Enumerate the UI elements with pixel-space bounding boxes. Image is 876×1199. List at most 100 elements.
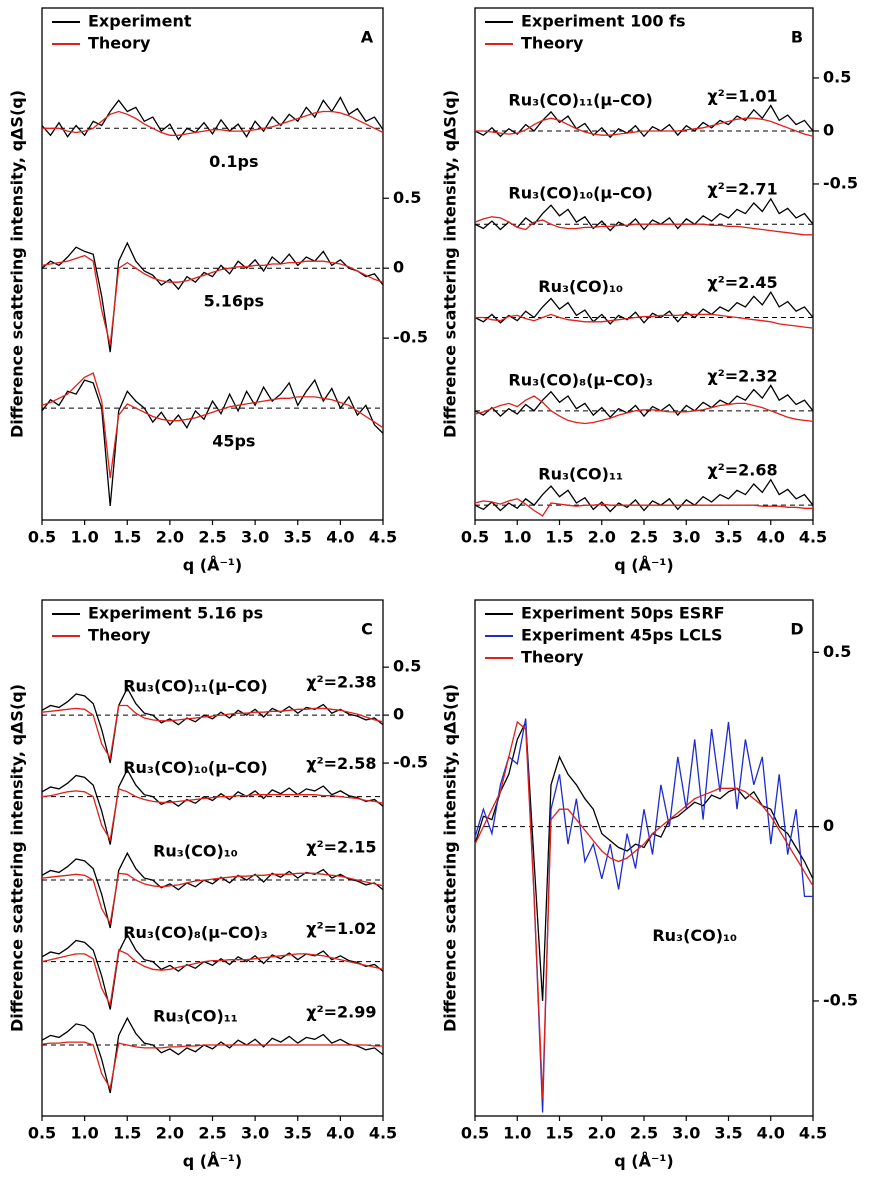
legend-label: Theory <box>88 34 151 53</box>
curve <box>474 197 814 232</box>
legend-label: Experiment 45ps LCLS <box>521 626 723 645</box>
trace-label: Ru₃(CO)₁₁ <box>153 1007 238 1026</box>
curve <box>41 768 384 845</box>
x-axis-title: q (Å⁻¹) <box>183 1152 242 1171</box>
x-tick-label: 3.5 <box>714 1124 742 1143</box>
curve <box>41 378 384 507</box>
curve <box>475 313 814 329</box>
y-axis-title: Difference scattering intensity, qΔS(q) <box>8 90 27 438</box>
x-tick-label: 3.0 <box>672 1124 700 1143</box>
y-tick-label: 0.5 <box>823 642 851 661</box>
panel-letter: A <box>361 28 374 47</box>
legend-label: Experiment <box>88 12 192 31</box>
trace-label: Ru₃(CO)₁₁(μ–CO) <box>123 677 267 696</box>
panel-letter: B <box>791 28 803 47</box>
curve <box>41 1016 384 1094</box>
curve <box>41 933 384 1010</box>
curve <box>41 851 384 929</box>
chi2-label: χ²=2.32 <box>707 366 777 385</box>
curve <box>475 117 814 137</box>
y-tick-label: -0.5 <box>393 328 428 347</box>
y-tick-label: 0 <box>393 705 404 724</box>
trace-label: Ru₃(CO)₁₀ <box>153 842 238 861</box>
curve <box>474 395 814 425</box>
x-tick-label: 3.0 <box>241 1124 269 1143</box>
trace-label: Ru₃(CO)₈(μ–CO)₃ <box>508 370 652 389</box>
panel-letter: C <box>361 620 373 639</box>
curve <box>41 704 384 761</box>
panel-letter: D <box>790 620 803 639</box>
x-tick-label: 4.5 <box>799 528 827 547</box>
x-axis-title: q (Å⁻¹) <box>183 556 242 575</box>
y-axis-title: Difference scattering intensity, qΔS(q) <box>441 90 460 438</box>
trace-label: 45ps <box>212 432 255 451</box>
trace-label: Ru₃(CO)₁₀(μ–CO) <box>123 758 267 777</box>
x-tick-label: 1.5 <box>545 1124 573 1143</box>
curve <box>41 96 384 141</box>
legend-label: Theory <box>88 626 151 645</box>
x-tick-label: 2.0 <box>156 528 184 547</box>
curve <box>474 216 813 236</box>
x-tick-label: 4.5 <box>369 528 397 547</box>
curve <box>474 290 814 325</box>
chi2-label: χ²=2.68 <box>707 461 777 480</box>
x-tick-label: 3.5 <box>714 528 742 547</box>
y-tick-label: 0 <box>823 816 834 835</box>
trace-label: Ru₃(CO)₁₀ <box>538 277 623 296</box>
curve <box>41 949 384 1007</box>
curve <box>42 110 384 136</box>
x-tick-label: 2.5 <box>630 528 658 547</box>
y-tick-label: -0.5 <box>823 990 858 1009</box>
x-tick-label: 1.5 <box>545 528 573 547</box>
x-tick-label: 3.0 <box>241 528 269 547</box>
curve <box>474 498 813 517</box>
chi2-label: χ²=2.99 <box>306 1003 376 1022</box>
curve <box>474 478 814 513</box>
trace-label: Ru₃(CO)₁₁ <box>538 465 623 484</box>
chi2-label: χ²=1.01 <box>707 86 777 105</box>
x-tick-label: 2.5 <box>198 528 226 547</box>
curve <box>41 372 384 479</box>
legend-label: Theory <box>521 648 584 667</box>
x-tick-label: 4.0 <box>326 528 354 547</box>
x-tick-label: 1.0 <box>503 528 531 547</box>
x-tick-label: 1.5 <box>113 528 141 547</box>
x-tick-label: 1.0 <box>70 528 98 547</box>
x-tick-label: 4.0 <box>326 1124 354 1143</box>
chi2-label: χ²=1.02 <box>306 919 376 938</box>
x-tick-label: 0.5 <box>461 528 489 547</box>
y-axis-title: Difference scattering intensity, qΔS(q) <box>8 684 27 1032</box>
y-tick-label: 0 <box>823 120 834 139</box>
chi2-label: χ²=2.71 <box>707 180 777 199</box>
legend-label: Experiment 100 fs <box>521 12 686 31</box>
x-tick-label: 4.5 <box>799 1124 827 1143</box>
legend-label: Experiment 50ps ESRF <box>521 604 725 623</box>
x-tick-label: 3.5 <box>284 1124 312 1143</box>
curve <box>41 1041 383 1091</box>
x-tick-label: 1.5 <box>113 1124 141 1143</box>
trace-label: 0.1ps <box>209 152 258 171</box>
y-tick-label: 0.5 <box>823 67 851 86</box>
legend-label: Theory <box>521 34 584 53</box>
curve <box>474 104 814 139</box>
x-tick-label: 0.5 <box>461 1124 489 1143</box>
y-axis-title: Difference scattering intensity, qΔS(q) <box>441 684 460 1032</box>
chi2-label: χ²=2.58 <box>306 754 376 773</box>
x-tick-label: 3.5 <box>284 528 312 547</box>
trace-label: 5.16ps <box>204 292 264 311</box>
x-tick-label: 4.0 <box>757 1124 785 1143</box>
y-tick-label: -0.5 <box>393 753 428 772</box>
y-tick-label: 0.5 <box>393 657 421 676</box>
x-tick-label: 4.0 <box>757 528 785 547</box>
trace-label: Ru₃(CO)₁₀ <box>652 926 737 945</box>
x-axis-title: q (Å⁻¹) <box>614 1152 673 1171</box>
x-tick-label: 2.0 <box>588 528 616 547</box>
x-tick-label: 1.0 <box>503 1124 531 1143</box>
trace-label: Ru₃(CO)₈(μ–CO)₃ <box>123 923 267 942</box>
trace-label: Ru₃(CO)₁₁(μ–CO) <box>508 90 652 109</box>
curve <box>474 718 813 1113</box>
curve <box>474 720 814 1099</box>
x-tick-label: 2.0 <box>156 1124 184 1143</box>
